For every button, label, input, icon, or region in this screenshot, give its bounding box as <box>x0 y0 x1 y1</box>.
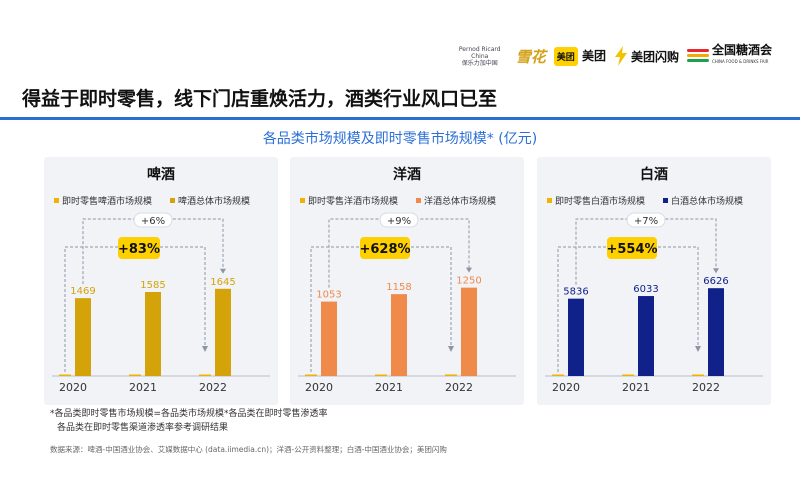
meituan-shangou-logo: 美团闪购 <box>614 46 679 66</box>
legend-label-2: 啤酒总体市场规模 <box>178 195 250 207</box>
title-divider <box>0 117 800 120</box>
legend-label-1: 即时零售白酒市场规模 <box>555 195 645 207</box>
instant-bar-2021 <box>622 374 634 376</box>
instant-bar-2021 <box>129 374 141 376</box>
xuehua-logo: 雪花 <box>515 47 546 66</box>
total-bar-2021 <box>638 296 654 376</box>
beer-chart-panel: 啤酒即时零售啤酒市场规模 啤酒总体市场规模 1469 2020 1585 2021 1645… <box>44 157 278 405</box>
total-bar-2022 <box>215 288 231 376</box>
page-title: 得益于即时零售，线下门店重焕活力，酒类行业风口已至 <box>22 88 498 110</box>
category-label-2021: 2021 <box>129 381 157 394</box>
legend-swatch-1 <box>547 198 552 203</box>
cfde-stripes-icon <box>686 48 709 64</box>
legend-swatch-1 <box>54 198 59 203</box>
panel-title: 啤酒 <box>147 166 175 183</box>
arrow-down-icon <box>202 346 208 352</box>
value-label-2020: 1053 <box>316 290 341 301</box>
growth-badge-total <box>626 212 666 228</box>
category-label-2021: 2021 <box>622 381 650 394</box>
legend-label-1: 即时零售啤酒市场规模 <box>62 195 152 207</box>
instant-bar-2022 <box>445 374 457 376</box>
growth-badge-instant <box>360 237 410 259</box>
category-label-2022: 2022 <box>199 381 227 394</box>
total-bar-2020 <box>75 298 91 376</box>
chart-subtitle: 各品类市场规模及即时零售市场规模* (亿元) <box>262 131 538 147</box>
panel-title: 白酒 <box>640 166 668 183</box>
legend-label-2: 白酒总体市场规模 <box>671 195 743 207</box>
arrow-down-icon <box>713 268 719 274</box>
meituan-logo: 美团 美团 <box>553 46 606 66</box>
value-label-2021: 6033 <box>633 284 658 295</box>
lightning-icon <box>614 46 627 66</box>
value-label-2022: 6626 <box>703 276 728 287</box>
total-bar-2022 <box>461 287 477 376</box>
arrow-down-icon <box>220 268 226 274</box>
value-label-2022: 1645 <box>210 277 235 288</box>
legend-swatch-2 <box>663 198 668 203</box>
category-label-2022: 2022 <box>445 381 473 394</box>
value-label-2022: 1250 <box>456 276 481 287</box>
growth-badge-total-text: +9% <box>387 216 411 227</box>
total-bar-2021 <box>145 291 161 376</box>
category-label-2020: 2020 <box>305 381 333 394</box>
instant-bar-2020 <box>59 374 71 376</box>
growth-badge-instant-text: +628% <box>359 242 410 257</box>
arrow-down-icon <box>466 267 472 273</box>
category-label-2022: 2022 <box>692 381 720 394</box>
instant-bar-2022 <box>199 374 211 376</box>
legend-swatch-2 <box>170 198 175 203</box>
meituan-badge: 美团 <box>553 46 578 66</box>
value-label-2021: 1585 <box>140 280 165 291</box>
growth-badge-instant-text: +83% <box>118 242 160 257</box>
growth-badge-total-text: +6% <box>141 216 165 227</box>
data-source: 数据来源：啤酒-中国酒业协会、艾媒数据中心 (data.iimedia.cn)；… <box>50 445 447 454</box>
instant-bar-2020 <box>552 374 564 376</box>
growth-badge-total <box>133 212 173 228</box>
footnote-penetration: 各品类在即时零售渠道渗透率参考调研结果 <box>57 423 229 433</box>
growth-badge-total <box>379 212 419 228</box>
total-bar-2021 <box>391 294 407 376</box>
cfde-logo: 全国糖酒会 CHINA FOOD & DRINKS FAIR <box>686 44 772 68</box>
arrow-down-icon <box>448 346 454 352</box>
legend-label-2: 洋酒总体市场规模 <box>424 195 496 207</box>
value-label-2020: 1469 <box>70 286 95 297</box>
panel-title: 洋酒 <box>393 166 421 183</box>
instant-bar-2022 <box>692 374 704 376</box>
instant-bar-2020 <box>305 374 317 376</box>
instant-bar-2021 <box>375 374 387 376</box>
footnote-formula: *各品类即时零售市场规模=各品类市场规模*各品类在即时零售渗透率 <box>50 409 328 419</box>
total-bar-2020 <box>568 298 584 376</box>
foreign-spirits-chart-panel: 洋酒即时零售洋酒市场规模 洋酒总体市场规模 1053 2020 1158 2021 1250… <box>290 157 524 405</box>
growth-badge-instant <box>607 237 657 259</box>
total-bar-2022 <box>708 288 724 376</box>
baijiu-chart-panel: 白酒即时零售白酒市场规模 白酒总体市场规模 5836 2020 6033 2021 6626… <box>537 157 771 405</box>
partner-logos: Pernod Ricard China 保乐力加中国 雪花 美团 美团 美团闪购… <box>452 44 772 68</box>
growth-badge-instant <box>118 237 160 259</box>
arrow-down-icon <box>695 346 701 352</box>
total-bar-2020 <box>321 301 337 376</box>
value-label-2020: 5836 <box>563 287 588 298</box>
pernod-ricard-logo: Pernod Ricard China 保乐力加中国 <box>458 45 501 67</box>
growth-badge-instant-text: +554% <box>606 242 657 257</box>
category-label-2021: 2021 <box>375 381 403 394</box>
category-label-2020: 2020 <box>59 381 87 394</box>
category-label-2020: 2020 <box>552 381 580 394</box>
growth-badge-total-text: +7% <box>634 216 658 227</box>
legend-swatch-2 <box>416 198 421 203</box>
value-label-2021: 1158 <box>386 282 411 293</box>
legend-label-1: 即时零售洋酒市场规模 <box>308 195 398 207</box>
legend-swatch-1 <box>300 198 305 203</box>
